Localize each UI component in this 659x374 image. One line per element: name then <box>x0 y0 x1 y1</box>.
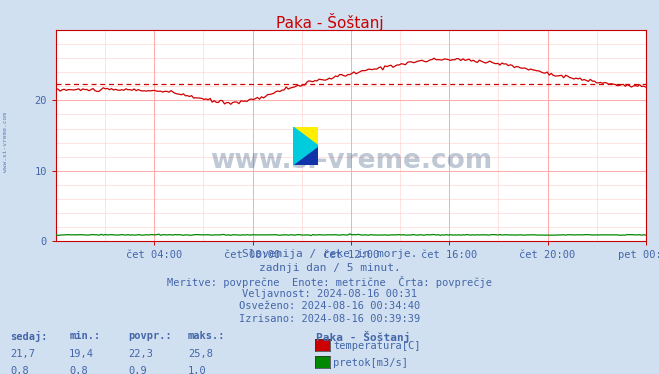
Text: 22,3: 22,3 <box>129 349 154 359</box>
Text: Slovenija / reke in morje.: Slovenija / reke in morje. <box>242 249 417 260</box>
Text: Osveženo: 2024-08-16 00:34:40: Osveženo: 2024-08-16 00:34:40 <box>239 301 420 312</box>
Text: zadnji dan / 5 minut.: zadnji dan / 5 minut. <box>258 263 401 273</box>
Text: Meritve: povprečne  Enote: metrične  Črta: povprečje: Meritve: povprečne Enote: metrične Črta:… <box>167 276 492 288</box>
Text: Paka - Šoštanj: Paka - Šoštanj <box>275 13 384 31</box>
Text: sedaj:: sedaj: <box>10 331 47 342</box>
Text: www.si-vreme.com: www.si-vreme.com <box>3 112 8 172</box>
Text: Izrisano: 2024-08-16 00:39:39: Izrisano: 2024-08-16 00:39:39 <box>239 314 420 324</box>
Text: 0,8: 0,8 <box>69 366 88 374</box>
Polygon shape <box>293 127 318 146</box>
Text: min.:: min.: <box>69 331 100 341</box>
Text: 1,0: 1,0 <box>188 366 206 374</box>
Text: 0,8: 0,8 <box>10 366 28 374</box>
Text: Veljavnost: 2024-08-16 00:31: Veljavnost: 2024-08-16 00:31 <box>242 289 417 299</box>
Text: 25,8: 25,8 <box>188 349 213 359</box>
Text: www.si-vreme.com: www.si-vreme.com <box>210 148 492 174</box>
Polygon shape <box>293 146 318 165</box>
Text: 21,7: 21,7 <box>10 349 35 359</box>
Text: Paka - Šoštanj: Paka - Šoštanj <box>316 331 411 343</box>
Text: povpr.:: povpr.: <box>129 331 172 341</box>
Text: pretok[m3/s]: pretok[m3/s] <box>333 358 409 368</box>
Text: 19,4: 19,4 <box>69 349 94 359</box>
Polygon shape <box>293 146 318 165</box>
Text: 0,9: 0,9 <box>129 366 147 374</box>
Text: maks.:: maks.: <box>188 331 225 341</box>
Text: temperatura[C]: temperatura[C] <box>333 341 421 351</box>
Polygon shape <box>293 127 318 146</box>
